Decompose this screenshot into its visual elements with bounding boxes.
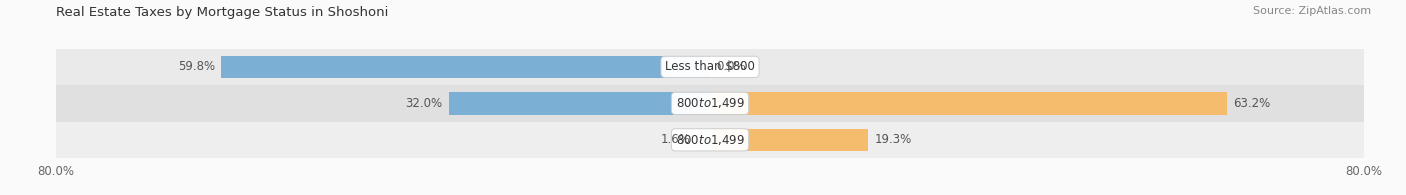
Bar [56, 85, 1364, 122]
Text: Source: ZipAtlas.com: Source: ZipAtlas.com [1253, 6, 1371, 16]
Text: 19.3%: 19.3% [875, 133, 911, 146]
Bar [710, 129, 868, 151]
Text: Less than $800: Less than $800 [665, 60, 755, 73]
Text: 1.6%: 1.6% [661, 133, 690, 146]
Bar [221, 56, 710, 78]
Bar [449, 92, 710, 115]
Bar [710, 92, 1226, 115]
Text: 0.0%: 0.0% [717, 60, 747, 73]
Text: Real Estate Taxes by Mortgage Status in Shoshoni: Real Estate Taxes by Mortgage Status in … [56, 6, 388, 19]
Text: $800 to $1,499: $800 to $1,499 [675, 96, 745, 110]
Bar [697, 129, 710, 151]
Text: $800 to $1,499: $800 to $1,499 [675, 133, 745, 147]
Bar [56, 49, 1364, 85]
Bar [56, 122, 1364, 158]
Text: 32.0%: 32.0% [405, 97, 441, 110]
Text: 59.8%: 59.8% [177, 60, 215, 73]
Text: 63.2%: 63.2% [1233, 97, 1270, 110]
